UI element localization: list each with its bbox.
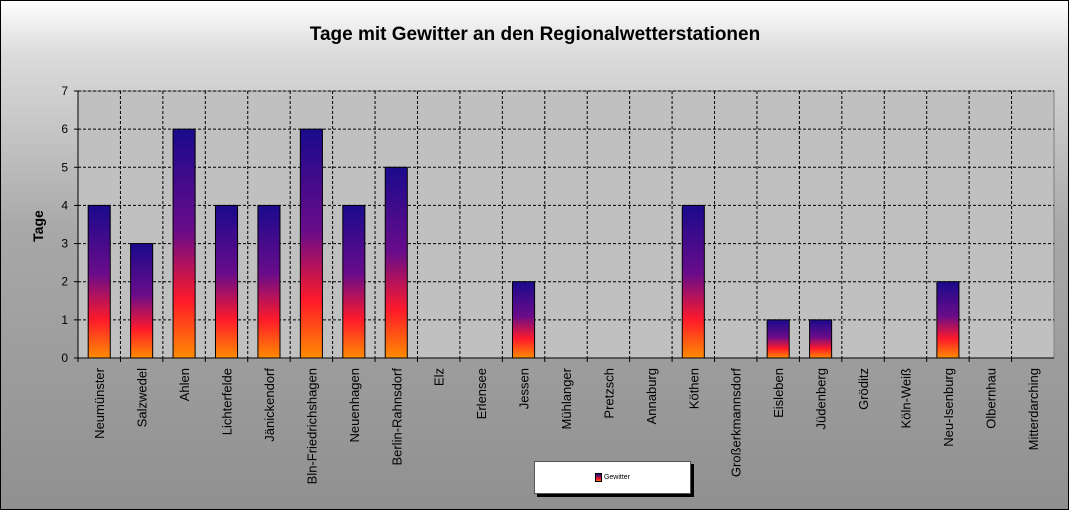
x-tick-label: Berlin-Rahnsdorf <box>389 368 404 466</box>
y-tick-label: 1 <box>61 313 68 327</box>
bar <box>172 128 196 359</box>
x-tick-label: Neu-Isenburg <box>941 368 956 447</box>
y-tick-label: 7 <box>61 84 68 98</box>
legend-label: Gewitter <box>603 474 631 481</box>
legend-swatch <box>594 473 602 482</box>
x-tick-label: Pretzsch <box>601 368 616 419</box>
y-tick-label: 5 <box>61 160 68 174</box>
bar <box>214 204 239 359</box>
y-tick-label: 0 <box>61 351 68 365</box>
x-tick-label: Gröditz <box>856 368 871 410</box>
x-tick-label: Neumünster <box>92 367 107 438</box>
bar <box>809 319 833 359</box>
x-tick-label: Salzwedel <box>135 368 150 427</box>
x-tick-label: Köthen <box>686 368 701 409</box>
bar <box>512 281 536 359</box>
bar <box>681 204 705 359</box>
x-tick-label: Jüdenberg <box>814 368 829 429</box>
x-tick-label: Ahlen <box>177 368 192 401</box>
y-axis-label: Tage <box>30 210 46 242</box>
bar <box>87 204 111 359</box>
x-tick-label: Annaburg <box>644 368 659 424</box>
plot-area <box>77 90 1055 359</box>
chart-title: Tage mit Gewitter an den Regionalwetters… <box>310 24 760 45</box>
x-tick-label: Bln-Friedrichshagen <box>304 368 319 484</box>
x-tick-label: Eisleben <box>771 368 786 418</box>
bar <box>342 204 366 359</box>
x-tick-label: Elz <box>432 368 447 386</box>
x-tick-label: Neuenhagen <box>347 368 362 442</box>
x-tick-label: Lichterfelde <box>220 368 235 435</box>
x-tick-label: Jessen <box>517 368 532 409</box>
x-tick-label: Erlensee <box>474 368 489 419</box>
bar <box>257 204 281 359</box>
bar <box>299 128 323 359</box>
x-tick-label: Mühlanger <box>559 367 574 429</box>
x-tick-label: Jänickendorf <box>262 368 277 442</box>
bar <box>766 319 790 359</box>
x-tick-label: Mitterdarching <box>1026 368 1041 450</box>
bars <box>87 128 960 359</box>
x-axis-ticks: Neumünster Salzwedel Ahlen Lichterfelde Jäni… <box>77 358 1041 484</box>
y-tick-label: 3 <box>61 237 68 251</box>
y-tick-label: 2 <box>61 275 68 289</box>
bar <box>936 281 960 359</box>
x-tick-label: Großerkmannsdorf <box>729 368 744 477</box>
y-tick-label: 4 <box>61 198 68 212</box>
y-tick-label: 6 <box>61 122 68 136</box>
x-tick-label: Köln-Weiß <box>898 368 913 429</box>
x-tick-label: Olbernhau <box>983 368 998 429</box>
y-axis-ticks: 0 1 2 3 4 5 6 7 <box>61 84 78 365</box>
gridlines <box>78 90 1054 358</box>
legend: Gewitter <box>534 461 691 494</box>
bar <box>130 243 154 359</box>
bar <box>384 166 408 359</box>
